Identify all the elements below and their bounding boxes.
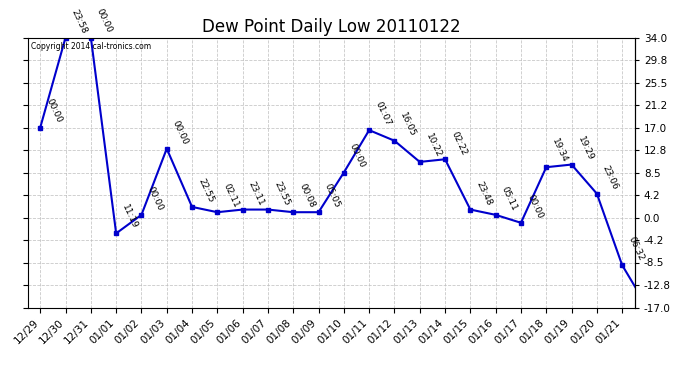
Text: 05:05: 05:05 bbox=[323, 182, 342, 209]
Text: 23:06: 23:06 bbox=[601, 164, 620, 191]
Text: 00:00: 00:00 bbox=[146, 185, 165, 212]
Text: 10:22: 10:22 bbox=[424, 132, 443, 159]
Text: 05:11: 05:11 bbox=[500, 185, 519, 212]
Text: 19:34: 19:34 bbox=[551, 137, 569, 164]
Text: 19:29: 19:29 bbox=[575, 135, 595, 162]
Text: 00:00: 00:00 bbox=[348, 142, 367, 170]
Text: Copyright 2014 cal-tronics.com: Copyright 2014 cal-tronics.com bbox=[30, 42, 150, 51]
Text: 22:55: 22:55 bbox=[196, 177, 215, 204]
Text: 00:00: 00:00 bbox=[95, 8, 114, 35]
Title: Dew Point Daily Low 20110122: Dew Point Daily Low 20110122 bbox=[202, 18, 460, 36]
Text: 06:32: 06:32 bbox=[627, 235, 645, 262]
Text: 11:19: 11:19 bbox=[120, 203, 139, 231]
Text: 00:00: 00:00 bbox=[44, 98, 63, 125]
Text: 23:11: 23:11 bbox=[247, 180, 266, 207]
Text: 23:48: 23:48 bbox=[475, 180, 493, 207]
Text: 23:55: 23:55 bbox=[272, 180, 291, 207]
Text: 02:11: 02:11 bbox=[221, 182, 241, 209]
Text: 01:07: 01:07 bbox=[373, 100, 393, 128]
Text: 23:58: 23:58 bbox=[70, 8, 89, 35]
Text: 00:08: 00:08 bbox=[297, 182, 317, 209]
Text: 16:05: 16:05 bbox=[399, 111, 417, 138]
Text: 00:00: 00:00 bbox=[525, 193, 544, 220]
Text: 02:22: 02:22 bbox=[449, 130, 468, 156]
Text: 00:00: 00:00 bbox=[171, 118, 190, 146]
